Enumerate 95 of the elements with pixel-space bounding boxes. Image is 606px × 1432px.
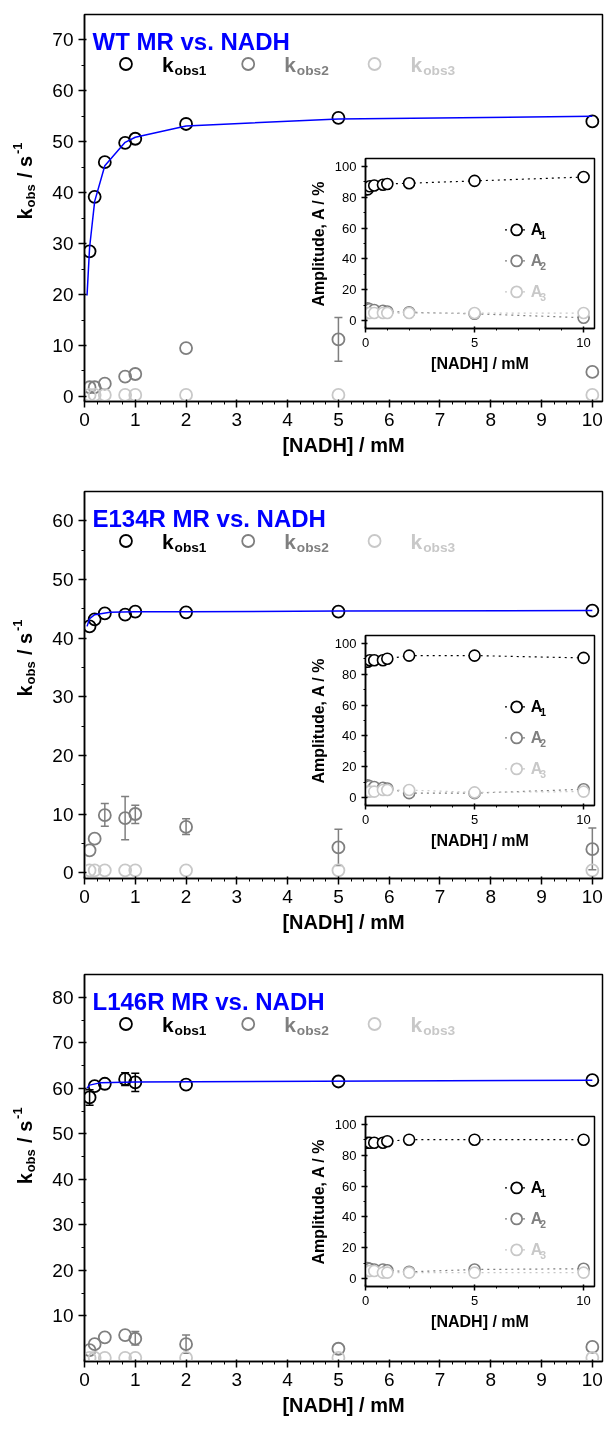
x-tick-label: 5 [333,408,344,430]
y-tick-label: 70 [52,29,74,51]
y-axis-title: Amplitude, A / % [309,1139,327,1265]
x-tick-label: 0 [79,1368,90,1390]
x-tick-label: 2 [180,1368,192,1390]
y-tick-label: 70 [52,1032,74,1054]
x-axis-title: [NADH] / mM [282,1393,405,1416]
x-axis-title: [NADH] / mM [282,910,405,933]
y-tick-label: 30 [52,1214,74,1236]
y-tick-label: 60 [52,80,74,102]
y-tick-label: 60 [342,220,357,236]
y-tick-label: 60 [342,697,357,713]
y-axis-title: Amplitude, A / % [309,658,327,784]
text: L146R MR vs. NADH [92,988,325,1015]
x-tick-label: 10 [581,408,603,430]
x-axis-title: [NADH] / mM [431,1312,529,1330]
x-tick-label: 2 [180,408,192,430]
x-tick-label: 9 [536,408,547,430]
y-axis-title: Amplitude, A / % [309,181,327,307]
y-tick-label: 0 [62,862,74,884]
x-tick-label: 2 [180,885,192,907]
y-tick-label: 0 [349,1271,357,1287]
y-tick-label: 60 [52,1077,74,1099]
x-tick-label: 0 [361,1292,370,1308]
x-axis-title: [NADH] / mM [282,433,405,456]
text: WT MR vs. NADH [92,28,290,55]
y-tick-label: 0 [62,385,74,407]
x-tick-label: 9 [536,1368,547,1390]
x-tick-label: 6 [383,408,395,430]
y-tick-label: 0 [349,790,357,806]
x-tick-label: 7 [434,1368,446,1390]
y-axis-title: kobs / s-1 [10,1107,38,1185]
y-tick-label: 20 [342,1240,357,1256]
x-tick-label: 0 [361,334,370,350]
x-tick-label: 1 [130,885,141,907]
x-axis-title: [NADH] / mM [431,354,529,372]
x-tick-label: 6 [383,885,395,907]
y-tick-label: 20 [52,744,74,766]
x-tick-label: 5 [470,1292,479,1308]
x-tick-label: 5 [470,334,479,350]
x-tick-label: 1 [130,408,141,430]
y-tick-label: 80 [342,189,357,205]
y-tick-label: 30 [52,686,74,708]
x-tick-label: 5 [470,811,479,827]
y-tick-label: 40 [342,728,357,744]
y-tick-label: 60 [342,1178,357,1194]
y-tick-label: 100 [334,158,357,174]
y-tick-label: 40 [52,1168,74,1190]
y-tick-label: 20 [52,1259,74,1281]
x-tick-label: 7 [434,885,446,907]
x-tick-label: 0 [79,885,90,907]
x-tick-label: 0 [79,408,90,430]
x-tick-label: 10 [581,885,603,907]
x-tick-label: 5 [333,885,344,907]
y-tick-label: 60 [52,510,74,532]
x-tick-label: 4 [282,885,294,907]
x-tick-label: 10 [576,811,591,827]
y-tick-label: 50 [52,131,74,153]
x-axis-title: [NADH] / mM [431,831,529,849]
x-tick-label: 4 [282,408,294,430]
x-tick-label: 10 [576,334,591,350]
text: E134R MR vs. NADH [92,505,326,532]
x-tick-label: 3 [231,408,243,430]
y-tick-label: 100 [334,1116,357,1132]
y-tick-label: 40 [52,182,74,204]
x-tick-label: 8 [485,885,497,907]
y-tick-label: 20 [52,284,74,306]
x-tick-label: 10 [576,1292,591,1308]
y-tick-label: 40 [342,1209,357,1225]
x-tick-label: 9 [536,885,547,907]
y-tick-label: 80 [52,986,74,1008]
x-tick-label: 6 [383,1368,395,1390]
y-tick-label: 50 [52,568,74,590]
y-tick-label: 40 [52,627,74,649]
x-tick-label: 3 [231,885,243,907]
y-tick-label: 30 [52,233,74,255]
y-axis-title: kobs / s-1 [10,619,38,697]
y-tick-label: 100 [334,635,357,651]
y-axis-title: kobs / s-1 [10,142,38,220]
y-tick-label: 80 [342,1147,357,1163]
y-tick-label: 20 [342,282,357,298]
x-tick-label: 5 [333,1368,344,1390]
x-tick-label: 4 [282,1368,294,1390]
x-tick-label: 8 [485,408,497,430]
x-tick-label: 1 [130,1368,141,1390]
x-tick-label: 8 [485,1368,497,1390]
y-tick-label: 20 [342,759,357,775]
y-tick-label: 50 [52,1123,74,1145]
x-tick-label: 0 [361,811,370,827]
y-tick-label: 0 [349,313,357,329]
x-tick-label: 3 [231,1368,243,1390]
x-tick-label: 7 [434,408,446,430]
x-tick-label: 10 [581,1368,603,1390]
y-tick-label: 40 [342,251,357,267]
y-tick-label: 80 [342,666,357,682]
